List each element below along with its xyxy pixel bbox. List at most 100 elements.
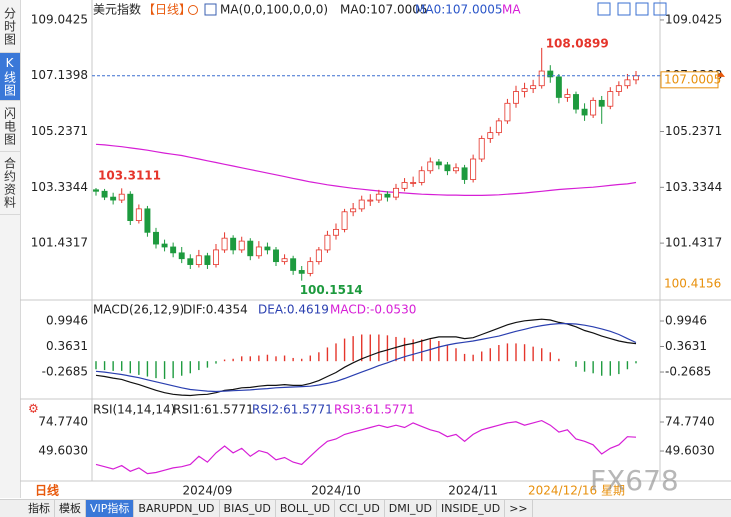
tool-icon[interactable] [653,2,667,16]
candle-body [153,231,159,245]
current-box [660,71,719,89]
lower-value: 100.4156 [664,277,721,291]
candle-body [564,94,571,98]
candle-body [581,108,588,116]
candle-body [598,99,605,107]
candle-body [161,243,168,248]
y-tick-label: 0.9946 [46,314,88,328]
candle-body [341,211,348,230]
tab[interactable]: DMI_UD [385,500,438,517]
candle-body [633,75,639,81]
candle-body [418,170,425,183]
candle-body [213,249,219,265]
ma-params: MA(0,0,100,0,0,0) [220,3,328,17]
toolbar [597,2,611,16]
indicator-tabs: 指标 模板 VIP指标 BARUPDN_UD BIAS_UD BOLL_UD C… [0,499,731,517]
tab[interactable]: 指标 [24,500,55,517]
tab[interactable]: BOLL_UD [276,500,336,517]
candle-body [307,261,314,274]
candle-body [513,91,519,104]
chart: 美元指数 【日线】 MA(0,0,100,0,0,0) MA0:107.0005… [20,0,731,498]
y-tick-label: 0.3631 [46,339,88,353]
candle-body [290,258,297,271]
side-tab[interactable]: 分时图 [0,0,20,53]
candle-body [487,132,494,139]
candle-body [410,182,417,184]
y-tick-label: 103.3344 [31,180,88,194]
macd-label: MACD:-0.0530 [330,303,416,317]
y-tick-label: 74.7740 [38,415,88,429]
candle-body [375,193,382,201]
y-tick-label: -0.2685 [42,365,88,379]
y-tick-label: 109.0425 [31,12,88,26]
candle-body [470,158,477,180]
tool-icon[interactable] [617,2,631,16]
candle-body [204,255,211,265]
tab[interactable]: BARUPDN_UD [134,500,220,517]
candle-body [427,161,434,172]
candle-body [187,258,194,265]
low-label: 100.1514 [300,283,363,297]
side-tab[interactable]: K线图 [0,53,20,101]
x-tick-label: 2024/10 [311,484,361,498]
candle-body [298,270,305,274]
candle-body [624,79,631,87]
candle-body [401,182,408,189]
candle-body [247,240,254,257]
candle-body [435,161,442,166]
arrow-icon [717,71,725,77]
add-icon[interactable] [188,5,198,15]
period[interactable]: 【日线】 [143,3,191,17]
y-tick-label: -0.2685 [665,365,711,379]
tool-icon[interactable] [635,2,649,16]
y-tick-label: 0.9946 [665,314,707,328]
candle-body [530,85,537,90]
candle-body [110,196,117,201]
cursor-date: 2024/12/16 星期 [528,484,625,498]
dea-line [95,323,637,393]
candle-body [127,193,134,221]
candle-body [555,76,562,98]
watermark: FX678 [590,464,679,497]
rsi-label: RSI3:61.5771 [334,403,415,417]
side-tab[interactable]: 闪电图 [0,101,20,152]
rsi-line [95,419,637,475]
rsi-label: RSI2:61.5771 [252,403,333,417]
tab[interactable]: VIP指标 [86,500,135,517]
ma-line [95,143,637,196]
rsi-title: RSI(14,14,14) [93,403,175,417]
macd-label: DIF:0.4354 [183,303,248,317]
candle-body [504,102,511,122]
candle-body [178,252,185,260]
candle-body [144,208,151,233]
ma-icon[interactable] [204,3,217,16]
candle-body [238,240,245,251]
tab[interactable]: INSIDE_UD [437,500,506,517]
y-tick-label: 49.6030 [665,444,715,458]
candle-body [315,249,322,263]
candle-body [264,246,271,251]
sidebar: 分时图 K线图 闪电图 合约资料 [0,0,21,498]
candle-body [281,258,288,263]
y-tick-label: 109.0425 [665,12,722,26]
candle-body [324,234,331,251]
settings-icon[interactable]: ⚙ [28,402,39,416]
tool-icon[interactable] [597,2,611,16]
candle-body [538,70,545,87]
y-tick-label: 0.3631 [665,339,707,353]
side-tab[interactable]: 合约资料 [0,152,20,215]
tab[interactable]: 模板 [55,500,86,517]
y-tick-label: 101.4317 [665,236,722,250]
candle-body [255,246,262,257]
candle-body [478,138,485,160]
candle-body [495,120,502,134]
tab[interactable]: BIAS_UD [220,500,276,517]
ma-text: MA0:107.0005 [415,3,503,17]
tab[interactable]: >> [505,500,533,517]
candle-body [170,246,177,254]
y-tick-label: 49.6030 [38,444,88,458]
tab[interactable]: CCI_UD [335,500,385,517]
candle-body [547,70,554,78]
candle-body [461,167,468,180]
high-label: 108.0899 [546,36,609,50]
